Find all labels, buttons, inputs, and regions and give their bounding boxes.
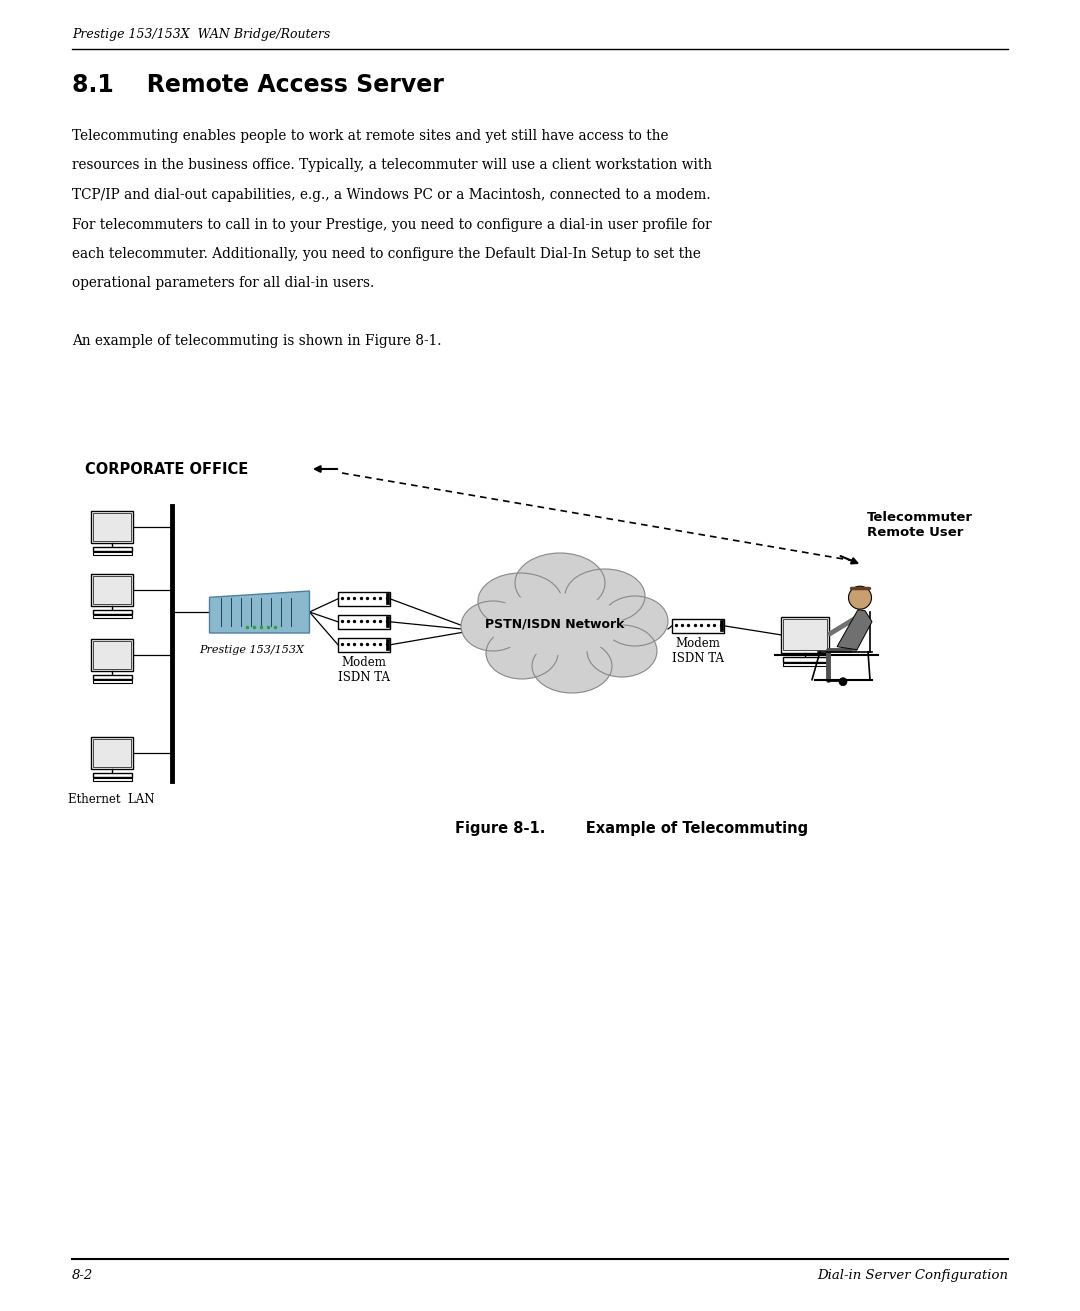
Bar — [783, 657, 827, 662]
Text: Prestige 153/153X  WAN Bridge/Routers: Prestige 153/153X WAN Bridge/Routers — [72, 28, 330, 41]
Text: each telecommuter. Additionally, you need to configure the Default Dial-In Setup: each telecommuter. Additionally, you nee… — [72, 246, 701, 261]
Bar — [386, 640, 389, 650]
Ellipse shape — [515, 553, 605, 614]
Text: CORPORATE OFFICE: CORPORATE OFFICE — [85, 461, 248, 476]
Bar — [386, 616, 389, 627]
Bar — [720, 620, 724, 631]
Ellipse shape — [565, 569, 645, 623]
Text: resources in the business office. Typically, a telecommuter will use a client wo: resources in the business office. Typica… — [72, 159, 712, 173]
Bar — [93, 615, 132, 617]
Text: Modem
ISDN TA: Modem ISDN TA — [338, 656, 390, 684]
Bar — [781, 616, 829, 653]
Ellipse shape — [478, 573, 562, 629]
Bar — [386, 594, 389, 604]
Text: Example of Telecommuting: Example of Telecommuting — [555, 821, 808, 836]
Circle shape — [839, 678, 847, 686]
Bar — [93, 773, 132, 777]
Bar — [93, 610, 132, 614]
Text: For telecommuters to call in to your Prestige, you need to configure a dial-in u: For telecommuters to call in to your Pre… — [72, 218, 712, 232]
Bar — [93, 576, 131, 603]
Text: Telecommuter
Remote User: Telecommuter Remote User — [867, 511, 973, 539]
Bar — [91, 574, 134, 606]
Bar — [93, 641, 131, 669]
Text: Prestige 153/153X: Prestige 153/153X — [200, 645, 305, 656]
Ellipse shape — [461, 600, 525, 652]
Bar — [783, 663, 827, 666]
Bar — [783, 619, 826, 650]
Polygon shape — [210, 591, 310, 633]
Text: Ethernet  LAN: Ethernet LAN — [68, 793, 154, 806]
Text: Dial-in Server Configuration: Dial-in Server Configuration — [816, 1269, 1008, 1282]
Bar — [338, 615, 390, 629]
Circle shape — [849, 586, 872, 610]
Text: 8-2: 8-2 — [72, 1269, 93, 1282]
Bar — [91, 511, 134, 543]
Bar — [91, 737, 134, 770]
Bar — [93, 552, 132, 555]
Text: 8.1    Remote Access Server: 8.1 Remote Access Server — [72, 73, 444, 97]
Bar — [93, 777, 132, 780]
Bar — [91, 638, 134, 671]
Bar — [93, 513, 131, 540]
Ellipse shape — [487, 593, 622, 656]
Ellipse shape — [532, 638, 612, 694]
Polygon shape — [837, 610, 872, 650]
Ellipse shape — [588, 625, 657, 676]
Text: An example of telecommuting is shown in Figure 8-1.: An example of telecommuting is shown in … — [72, 334, 442, 347]
Text: Telecommuting enables people to work at remote sites and yet still have access t: Telecommuting enables people to work at … — [72, 128, 669, 143]
Bar — [338, 591, 390, 606]
Ellipse shape — [486, 627, 558, 679]
Text: Figure 8-1.: Figure 8-1. — [455, 821, 545, 836]
Bar — [338, 637, 390, 652]
Bar — [93, 547, 132, 551]
Bar — [93, 675, 132, 679]
Text: TCP/IP and dial-out capabilities, e.g., a Windows PC or a Macintosh, connected t: TCP/IP and dial-out capabilities, e.g., … — [72, 187, 711, 202]
Bar — [672, 619, 724, 633]
Text: Modem
ISDN TA: Modem ISDN TA — [672, 637, 724, 665]
Text: operational parameters for all dial-in users.: operational parameters for all dial-in u… — [72, 277, 375, 291]
Text: PSTN/ISDN Network: PSTN/ISDN Network — [485, 617, 624, 631]
Bar — [93, 680, 132, 683]
Bar — [93, 739, 131, 767]
Ellipse shape — [602, 597, 669, 646]
